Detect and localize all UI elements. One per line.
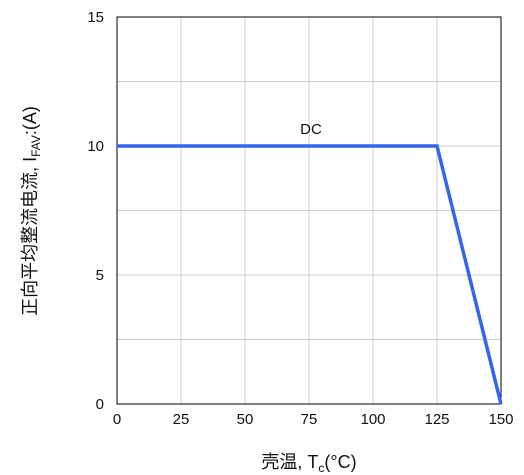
- y-tick-label: 15: [87, 9, 104, 26]
- x-tick-label: 50: [237, 411, 254, 428]
- series-layer: [117, 144, 503, 405]
- x-tick-label: 125: [424, 411, 449, 428]
- annotations: DC: [300, 121, 322, 138]
- grid-lines: [117, 17, 501, 404]
- y-axis-title: 正向平均整流电流, IFAV:(A): [20, 106, 43, 316]
- x-tick-labels: 0 25 50 75 100 125 150: [113, 411, 514, 428]
- y-tick-label: 5: [96, 267, 104, 284]
- x-axis-title: 壳温, Tc(°C): [261, 452, 356, 475]
- x-tick-label: 0: [113, 411, 121, 428]
- x-axis-title-subscript: c: [318, 461, 324, 475]
- x-tick-label: 25: [173, 411, 190, 428]
- y-tick-labels: 0 5 10 15: [87, 9, 104, 413]
- y-tick-label: 10: [87, 138, 104, 155]
- plot-area-frame: [116, 16, 502, 405]
- y-tick-label: 0: [96, 396, 104, 413]
- x-tick-label: 75: [301, 411, 318, 428]
- x-tick-label: 100: [360, 411, 385, 428]
- annotation-label: DC: [300, 121, 322, 138]
- x-tick-label: 150: [488, 411, 513, 428]
- series-line: [117, 144, 503, 405]
- y-axis-title-subscript: FAV: [29, 135, 43, 157]
